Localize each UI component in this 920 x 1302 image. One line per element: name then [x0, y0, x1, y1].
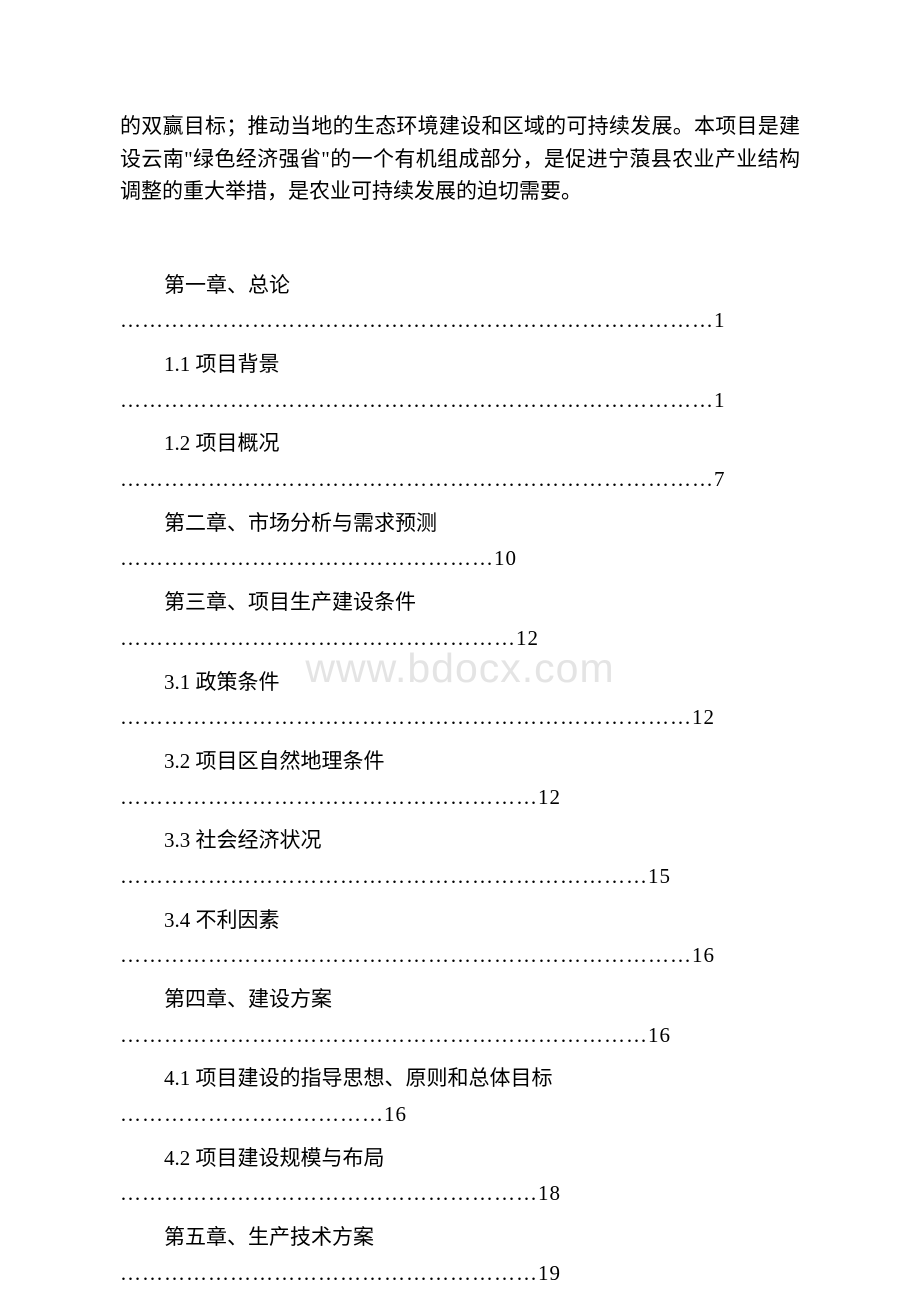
toc-title: 3.1 政策条件	[120, 665, 800, 701]
toc-title: 4.1 项目建设的指导思想、原则和总体目标	[120, 1061, 800, 1097]
toc-entry: 3.2 项目区自然地理条件 …………………………………………………12	[120, 744, 800, 815]
toc-dots: …………………………………………………19	[120, 1256, 800, 1292]
toc-title: 第五章、生产技术方案	[120, 1220, 800, 1256]
toc-title: 3.4 不利因素	[120, 903, 800, 939]
toc-title: 第一章、总论	[120, 268, 800, 304]
toc-entry: 第五章、生产技术方案 …………………………………………………19	[120, 1220, 800, 1291]
toc-entry: 3.4 不利因素 ……………………………………………………………………16	[120, 903, 800, 974]
toc-dots: ………………………………16	[120, 1097, 800, 1133]
toc-dots: …………………………………………………12	[120, 780, 800, 816]
toc-dots: ………………………………………………………………………7	[120, 462, 800, 498]
toc-title: 第二章、市场分析与需求预测	[120, 506, 800, 542]
toc-entry: 4.1 项目建设的指导思想、原则和总体目标 ………………………………16	[120, 1061, 800, 1132]
toc-dots: …………………………………………………18	[120, 1176, 800, 1212]
toc-entry: 3.1 政策条件 ……………………………………………………………………12	[120, 665, 800, 736]
toc-title: 1.1 项目背景	[120, 347, 800, 383]
toc-entry: 第四章、建设方案 ………………………………………………………………16	[120, 982, 800, 1053]
toc-dots: ……………………………………………………………………16	[120, 938, 800, 974]
document-page: 的双赢目标；推动当地的生态环境建设和区域的可持续发展。本项目是建设云南"绿色经济…	[0, 0, 920, 1292]
toc-entry: 4.2 项目建设规模与布局 …………………………………………………18	[120, 1141, 800, 1212]
toc-title: 1.2 项目概况	[120, 426, 800, 462]
toc-entry: 第三章、项目生产建设条件 ………………………………………………12	[120, 585, 800, 656]
toc-dots: ………………………………………………12	[120, 621, 800, 657]
toc-dots: ………………………………………………………………15	[120, 859, 800, 895]
intro-paragraph: 的双赢目标；推动当地的生态环境建设和区域的可持续发展。本项目是建设云南"绿色经济…	[120, 110, 800, 208]
toc-title: 4.2 项目建设规模与布局	[120, 1141, 800, 1177]
toc-entry: 第二章、市场分析与需求预测 ……………………………………………10	[120, 506, 800, 577]
toc-title: 3.2 项目区自然地理条件	[120, 744, 800, 780]
toc-title: 第三章、项目生产建设条件	[120, 585, 800, 621]
toc-dots: ………………………………………………………………………1	[120, 383, 800, 419]
toc-dots: ………………………………………………………………………1	[120, 303, 800, 339]
toc-title: 3.3 社会经济状况	[120, 823, 800, 859]
toc-dots: ………………………………………………………………16	[120, 1018, 800, 1054]
table-of-contents: 第一章、总论 ………………………………………………………………………1 1.1 …	[120, 268, 800, 1292]
toc-entry: 第一章、总论 ………………………………………………………………………1	[120, 268, 800, 339]
toc-dots: ……………………………………………………………………12	[120, 700, 800, 736]
toc-entry: 1.1 项目背景 ………………………………………………………………………1	[120, 347, 800, 418]
toc-title: 第四章、建设方案	[120, 982, 800, 1018]
toc-dots: ……………………………………………10	[120, 541, 800, 577]
toc-entry: 1.2 项目概况 ………………………………………………………………………7	[120, 426, 800, 497]
toc-entry: 3.3 社会经济状况 ………………………………………………………………15	[120, 823, 800, 894]
